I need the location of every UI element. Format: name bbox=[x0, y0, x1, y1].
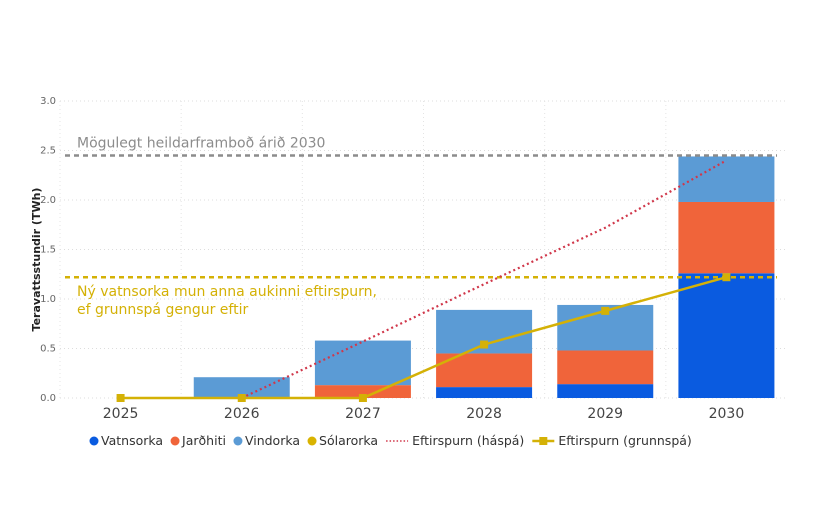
legend-marker bbox=[89, 436, 99, 446]
legend-label: Jarðhiti bbox=[181, 433, 226, 448]
line-marker bbox=[601, 306, 610, 315]
line-marker bbox=[237, 394, 246, 402]
x-tick-label: 2030 bbox=[709, 406, 745, 422]
legend-marker bbox=[233, 436, 243, 446]
line-marker bbox=[480, 340, 489, 349]
x-tick-label: 2029 bbox=[587, 406, 623, 422]
legend-marker bbox=[307, 436, 317, 446]
legend-label: Vatnsorka bbox=[101, 433, 163, 448]
y-tick-label: 1.5 bbox=[40, 245, 56, 256]
legend-label: Vindorka bbox=[245, 433, 300, 448]
reference-label-total-supply: Mögulegt heildarframboð árið 2030 bbox=[77, 135, 325, 151]
y-axis-label: Teravattsstundir (TWh) bbox=[30, 188, 43, 332]
legend-marker bbox=[539, 437, 548, 445]
x-tick-label: 2027 bbox=[345, 406, 381, 422]
bar-vindorka bbox=[193, 377, 290, 398]
bar-vindorka bbox=[678, 156, 775, 202]
y-tick-label: 0.0 bbox=[40, 393, 56, 404]
bar-jarðhiti bbox=[678, 201, 775, 274]
line-grunnspa bbox=[120, 276, 727, 400]
y-tick-label: 2.0 bbox=[40, 195, 56, 206]
reference-label-hydro-line1: Ný vatnsorka mun anna aukinni eftirspurn… bbox=[77, 284, 377, 300]
bar-vatnsorka bbox=[436, 387, 533, 398]
bar-vatnsorka bbox=[557, 384, 654, 398]
y-tick-label: 1.0 bbox=[40, 294, 56, 305]
line-marker bbox=[722, 273, 731, 282]
x-tick-label: 2026 bbox=[224, 406, 260, 422]
legend-label: Sólarorka bbox=[319, 433, 378, 448]
line-marker bbox=[116, 394, 125, 402]
legend-marker bbox=[170, 436, 180, 446]
bar-jarðhiti bbox=[557, 350, 654, 385]
bar-vindorka bbox=[314, 340, 411, 386]
legend-label: Eftirspurn (grunnspá) bbox=[558, 433, 691, 448]
legend-label: Eftirspurn (háspá) bbox=[412, 433, 524, 448]
bar-vatnsorka bbox=[678, 273, 775, 398]
reference-label-hydro-line2: ef grunnspá gengur eftir bbox=[77, 302, 248, 318]
y-tick-label: 3.0 bbox=[40, 96, 56, 107]
x-tick-label: 2025 bbox=[103, 406, 139, 422]
y-tick-label: 0.5 bbox=[40, 344, 56, 355]
line-marker bbox=[358, 394, 367, 402]
y-tick-label: 2.5 bbox=[40, 146, 56, 157]
x-tick-label: 2028 bbox=[466, 406, 502, 422]
